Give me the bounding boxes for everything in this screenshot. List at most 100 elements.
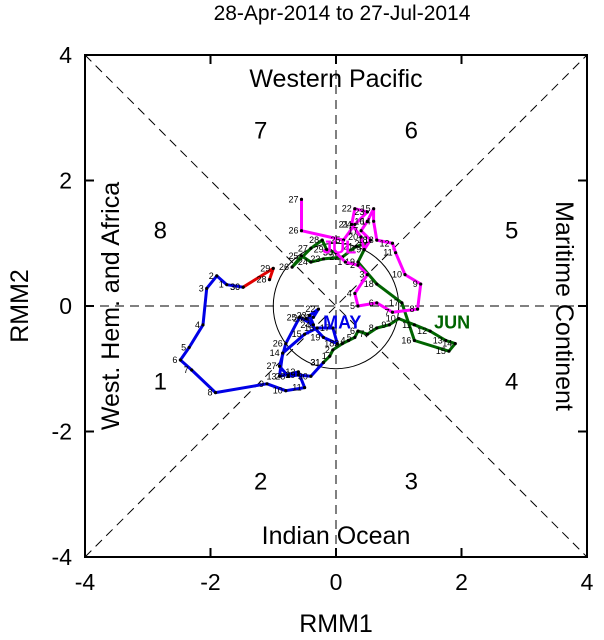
daily-point (299, 254, 304, 258)
daily-point (387, 323, 391, 327)
day-label: 22 (329, 252, 339, 262)
day-label: 10 (273, 386, 283, 396)
day-label: 7 (184, 365, 189, 375)
daily-point (303, 385, 307, 390)
day-label: 20 (354, 238, 364, 248)
day-label: 21 (343, 241, 353, 251)
y-tick-label: 4 (59, 42, 72, 68)
day-label: 10 (386, 314, 396, 324)
day-label: 19 (310, 332, 320, 342)
day-label: 1 (337, 257, 342, 267)
day-label: 1 (219, 280, 224, 290)
daily-point (311, 315, 316, 319)
day-label: 20 (348, 232, 358, 242)
daily-point (265, 382, 269, 386)
daily-point (321, 257, 326, 261)
day-label: 2 (325, 345, 330, 355)
day-label: 30 (323, 248, 333, 258)
daily-point (397, 316, 401, 321)
daily-point (335, 342, 339, 346)
day-label: 17 (389, 298, 399, 308)
day-label: 9 (259, 379, 264, 389)
daily-point (311, 323, 316, 327)
day-label: 14 (270, 348, 280, 358)
x-tick-label: 2 (455, 569, 468, 595)
day-label: 18 (324, 339, 334, 349)
daily-point (375, 238, 379, 242)
day-label: 5 (350, 301, 355, 311)
x-tick-label: -2 (200, 569, 220, 595)
y-tick-label: -4 (52, 544, 73, 570)
daily-point (328, 354, 332, 358)
region-label-left: West. Hem. and Africa (97, 182, 125, 430)
day-label: 19 (351, 245, 361, 255)
day-label: 11 (292, 383, 301, 393)
day-label: 18 (364, 279, 374, 289)
day-label: 31 (310, 357, 320, 367)
day-label: 30 (298, 371, 308, 381)
daily-point (365, 210, 369, 214)
day-label: 9 (413, 279, 418, 289)
y-axis-label: RMM2 (6, 269, 34, 343)
daily-point (341, 238, 346, 242)
day-label: 21 (339, 219, 349, 229)
day-label: 2 (209, 271, 214, 281)
daily-point (296, 373, 300, 377)
daily-point (281, 351, 285, 355)
day-label: 16 (354, 216, 364, 226)
day-label: 7 (359, 329, 364, 339)
daily-point (375, 301, 379, 305)
day-label: 30 (230, 282, 240, 292)
daily-point (353, 207, 357, 211)
daily-point (365, 219, 369, 223)
day-label: 2 (350, 260, 355, 270)
day-label: 25 (287, 312, 297, 322)
daily-point (354, 244, 358, 248)
daily-point (241, 285, 245, 289)
daily-point (356, 263, 360, 267)
day-label: 13 (433, 336, 443, 346)
daily-point (447, 349, 451, 353)
daily-point (324, 247, 329, 252)
daily-point (390, 310, 395, 314)
daily-point (303, 332, 307, 336)
daily-point (284, 342, 288, 346)
phase-number-label: 1 (154, 368, 167, 395)
region-label-bottom: Indian Ocean (262, 522, 411, 550)
daily-point (299, 197, 304, 201)
day-label: 7 (384, 307, 389, 317)
daily-point (277, 364, 282, 368)
daily-point (271, 266, 275, 270)
phase-number-label: 3 (405, 469, 418, 496)
day-label: 11 (402, 320, 411, 330)
day-label: 11 (383, 248, 392, 258)
daily-point (368, 238, 373, 242)
day-label: 21 (300, 312, 310, 322)
day-label: 24 (298, 257, 308, 267)
day-label: 18 (357, 235, 367, 245)
day-label: 29 (314, 245, 324, 255)
day-label: 24 (342, 219, 352, 229)
day-label: 13 (267, 371, 277, 381)
day-label: 5 (181, 342, 186, 352)
day-label: 16 (304, 323, 314, 333)
day-label: 3 (334, 339, 339, 349)
daily-point (290, 265, 294, 269)
day-label: 15 (436, 346, 446, 356)
day-label: 23 (310, 254, 320, 264)
daily-point (419, 282, 423, 286)
daily-point (356, 329, 360, 333)
phase-number-label: 8 (154, 218, 167, 245)
daily-point (334, 251, 338, 255)
day-label: 12 (379, 238, 389, 248)
day-label: 10 (392, 270, 402, 280)
y-tick-label: -2 (52, 419, 72, 445)
daily-point (359, 229, 363, 233)
daily-point (309, 374, 313, 378)
diagonal-guide-2 (84, 54, 588, 558)
day-label: 27 (298, 243, 308, 253)
trajectory-line (178, 274, 339, 395)
